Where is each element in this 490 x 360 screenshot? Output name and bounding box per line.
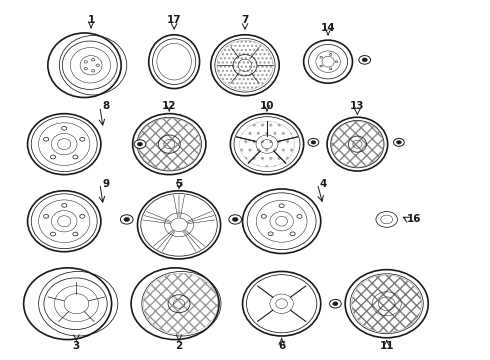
Circle shape bbox=[396, 140, 401, 144]
Circle shape bbox=[84, 67, 87, 70]
Circle shape bbox=[297, 215, 302, 218]
Circle shape bbox=[137, 142, 143, 146]
Text: 9: 9 bbox=[102, 179, 109, 189]
Circle shape bbox=[92, 59, 95, 61]
Circle shape bbox=[62, 126, 67, 130]
Text: 14: 14 bbox=[321, 23, 335, 33]
Circle shape bbox=[121, 215, 133, 224]
Circle shape bbox=[268, 232, 273, 236]
Circle shape bbox=[84, 60, 87, 63]
Text: 5: 5 bbox=[175, 179, 183, 189]
Circle shape bbox=[308, 138, 319, 146]
Ellipse shape bbox=[332, 121, 383, 167]
Circle shape bbox=[62, 203, 67, 207]
Circle shape bbox=[50, 232, 55, 236]
Ellipse shape bbox=[138, 118, 200, 170]
Circle shape bbox=[359, 55, 370, 64]
Circle shape bbox=[73, 232, 78, 236]
Text: 3: 3 bbox=[73, 341, 80, 351]
Text: 11: 11 bbox=[379, 341, 394, 351]
Circle shape bbox=[329, 54, 332, 55]
Text: 12: 12 bbox=[162, 102, 176, 112]
Circle shape bbox=[44, 215, 49, 218]
Circle shape bbox=[232, 217, 238, 221]
Text: 17: 17 bbox=[167, 15, 181, 26]
Circle shape bbox=[290, 232, 295, 236]
Circle shape bbox=[92, 69, 95, 72]
Circle shape bbox=[279, 204, 284, 208]
Circle shape bbox=[330, 300, 341, 308]
Ellipse shape bbox=[240, 121, 294, 167]
Circle shape bbox=[335, 61, 338, 63]
Text: 8: 8 bbox=[102, 102, 109, 112]
Text: 10: 10 bbox=[260, 102, 274, 112]
Circle shape bbox=[80, 138, 85, 141]
Text: 1: 1 bbox=[87, 15, 95, 26]
Text: 16: 16 bbox=[406, 215, 421, 224]
Circle shape bbox=[73, 155, 78, 159]
Text: 7: 7 bbox=[241, 15, 249, 26]
Circle shape bbox=[44, 138, 49, 141]
Text: 13: 13 bbox=[350, 102, 365, 112]
Circle shape bbox=[393, 138, 404, 146]
Text: 6: 6 bbox=[278, 341, 285, 351]
Circle shape bbox=[124, 217, 130, 221]
Circle shape bbox=[320, 65, 322, 67]
Circle shape bbox=[134, 140, 146, 148]
Circle shape bbox=[96, 64, 99, 67]
Ellipse shape bbox=[217, 40, 273, 90]
Circle shape bbox=[50, 155, 55, 159]
Ellipse shape bbox=[352, 275, 421, 332]
Circle shape bbox=[80, 215, 85, 218]
Ellipse shape bbox=[143, 273, 218, 334]
Circle shape bbox=[311, 140, 316, 144]
Circle shape bbox=[320, 56, 322, 58]
Text: 2: 2 bbox=[175, 341, 183, 351]
Text: 4: 4 bbox=[319, 179, 327, 189]
Circle shape bbox=[229, 215, 242, 224]
Circle shape bbox=[362, 58, 368, 62]
Circle shape bbox=[329, 68, 332, 70]
Circle shape bbox=[333, 302, 338, 306]
Circle shape bbox=[261, 215, 267, 218]
